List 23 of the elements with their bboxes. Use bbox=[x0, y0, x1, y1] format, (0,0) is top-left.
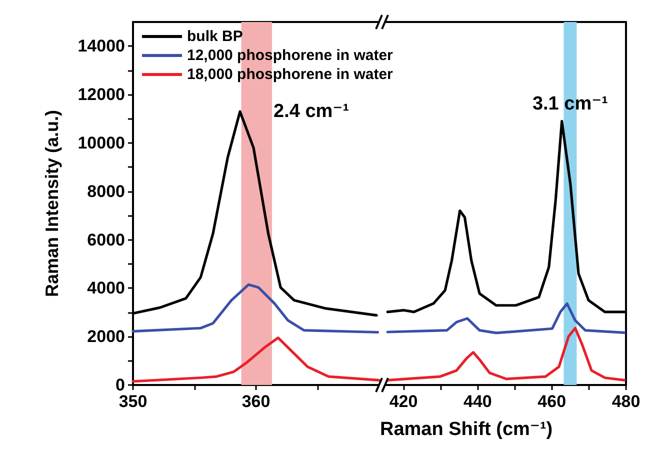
legend-label: 18,000 phosphorene in water bbox=[187, 66, 394, 83]
x-tick-label: 440 bbox=[464, 392, 492, 411]
x-tick-label: 350 bbox=[118, 392, 148, 411]
y-tick-label: 4000 bbox=[87, 278, 125, 298]
x-tick-label: 480 bbox=[612, 392, 640, 411]
x-tick-label: 360 bbox=[242, 392, 270, 411]
x-axis-title: Raman Shift (cm⁻¹) bbox=[380, 419, 553, 440]
y-tick-label: 12000 bbox=[78, 85, 125, 104]
y-axis-title: Raman Intensity (a.u.) bbox=[42, 110, 62, 298]
x-tick-label: 420 bbox=[389, 392, 418, 411]
x-tick-label: 460 bbox=[538, 392, 566, 411]
band-label: 3.1 cm⁻¹ bbox=[532, 94, 608, 115]
y-tick-label: 8000 bbox=[87, 182, 125, 201]
legend-label: bulk BP bbox=[187, 28, 243, 45]
legend-label: 12,000 phosphorene in water bbox=[187, 47, 394, 64]
y-tick-label: 6000 bbox=[87, 230, 125, 250]
y-tick-label: 14000 bbox=[78, 36, 125, 56]
y-tick-label: 2000 bbox=[87, 327, 125, 346]
line-series bbox=[132, 336, 380, 383]
y-tick-label: 0 bbox=[116, 376, 125, 394]
line-series bbox=[132, 283, 380, 334]
band-label: 2.4 cm⁻¹ bbox=[274, 100, 350, 122]
y-tick-label: 10000 bbox=[78, 134, 125, 152]
